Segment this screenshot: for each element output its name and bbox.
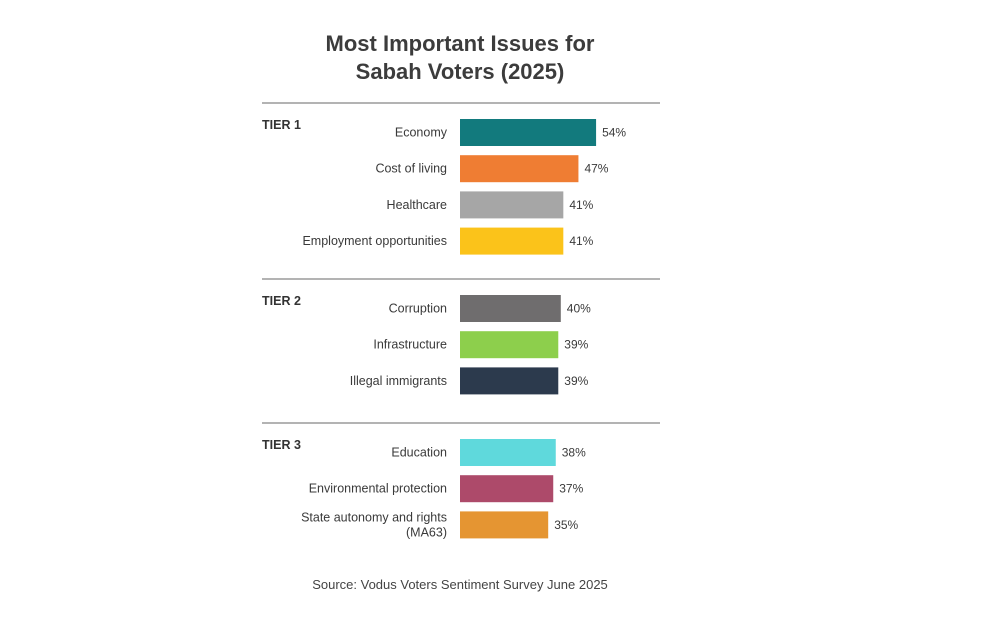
category-label: State autonomy and rights (MA63) <box>301 510 447 539</box>
bar <box>460 227 564 255</box>
bar <box>460 511 549 539</box>
data-label: 41% <box>569 198 593 212</box>
data-label: 41% <box>569 234 593 248</box>
data-label: 38% <box>562 446 586 460</box>
category-label: Environmental protection <box>309 482 447 496</box>
category-label: Corruption <box>389 302 447 316</box>
tier-label: TIER 3 <box>262 438 301 452</box>
bar <box>460 119 597 146</box>
bar <box>460 331 559 359</box>
data-label: 35% <box>554 518 578 532</box>
chart-title-line-2: Sabah Voters (2025) <box>355 59 565 84</box>
chart-title-line-1: Most Important Issues for <box>325 31 595 56</box>
category-label: Education <box>391 446 447 460</box>
category-label: Employment opportunities <box>302 234 447 248</box>
tier-label: TIER 2 <box>262 294 301 308</box>
category-label: Infrastructure <box>373 338 447 352</box>
data-label: 40% <box>567 302 591 316</box>
bar <box>460 295 561 322</box>
source-note: Source: Vodus Voters Sentiment Survey Ju… <box>312 577 608 592</box>
category-label: Illegal immigrants <box>350 374 447 388</box>
data-label: 39% <box>564 338 588 352</box>
data-label: 39% <box>564 374 588 388</box>
category-label: Healthcare <box>387 198 447 212</box>
chart-title: Most Important Issues for Sabah Voters (… <box>260 30 660 86</box>
category-label: Cost of living <box>375 162 447 176</box>
bar <box>460 367 559 395</box>
bar <box>460 155 579 183</box>
bar <box>460 439 556 466</box>
bar <box>460 191 564 219</box>
tier-label: TIER 1 <box>262 118 301 132</box>
bar <box>460 475 554 503</box>
category-label: Economy <box>395 126 448 140</box>
data-label: 47% <box>584 162 608 176</box>
data-label: 37% <box>559 482 583 496</box>
data-label: 54% <box>602 126 626 140</box>
